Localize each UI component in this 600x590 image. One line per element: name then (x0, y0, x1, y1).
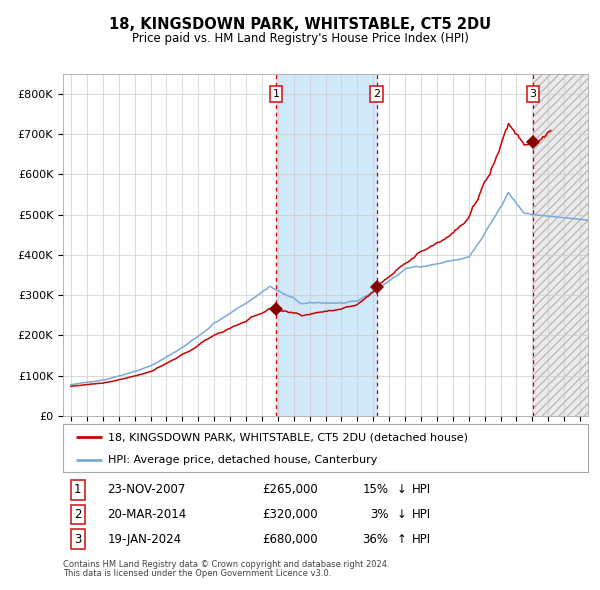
Text: HPI: Average price, detached house, Canterbury: HPI: Average price, detached house, Cant… (107, 455, 377, 465)
Text: HPI: HPI (412, 533, 431, 546)
Text: Price paid vs. HM Land Registry's House Price Index (HPI): Price paid vs. HM Land Registry's House … (131, 32, 469, 45)
Text: 23-NOV-2007: 23-NOV-2007 (107, 483, 186, 496)
Text: 19-JAN-2024: 19-JAN-2024 (107, 533, 182, 546)
Text: 18, KINGSDOWN PARK, WHITSTABLE, CT5 2DU: 18, KINGSDOWN PARK, WHITSTABLE, CT5 2DU (109, 17, 491, 32)
Text: ↑: ↑ (397, 533, 406, 546)
Text: 2: 2 (373, 89, 380, 99)
Text: 3%: 3% (370, 508, 389, 521)
Text: 2: 2 (74, 508, 82, 521)
Text: 3: 3 (530, 89, 536, 99)
Text: ↓: ↓ (397, 483, 406, 496)
Text: 1: 1 (74, 483, 82, 496)
Text: This data is licensed under the Open Government Licence v3.0.: This data is licensed under the Open Gov… (63, 569, 331, 578)
Text: £680,000: £680,000 (263, 533, 318, 546)
Text: £320,000: £320,000 (263, 508, 318, 521)
Text: £265,000: £265,000 (263, 483, 318, 496)
Text: HPI: HPI (412, 508, 431, 521)
Bar (276, 74, 377, 416)
Text: ↓: ↓ (397, 508, 406, 521)
Bar (533, 74, 588, 416)
Text: 20-MAR-2014: 20-MAR-2014 (107, 508, 187, 521)
Text: 3: 3 (74, 533, 82, 546)
Text: 36%: 36% (362, 533, 389, 546)
Text: 15%: 15% (362, 483, 389, 496)
Text: HPI: HPI (412, 483, 431, 496)
Text: Contains HM Land Registry data © Crown copyright and database right 2024.: Contains HM Land Registry data © Crown c… (63, 559, 389, 569)
Text: 18, KINGSDOWN PARK, WHITSTABLE, CT5 2DU (detached house): 18, KINGSDOWN PARK, WHITSTABLE, CT5 2DU … (107, 432, 467, 442)
Text: 1: 1 (272, 89, 280, 99)
